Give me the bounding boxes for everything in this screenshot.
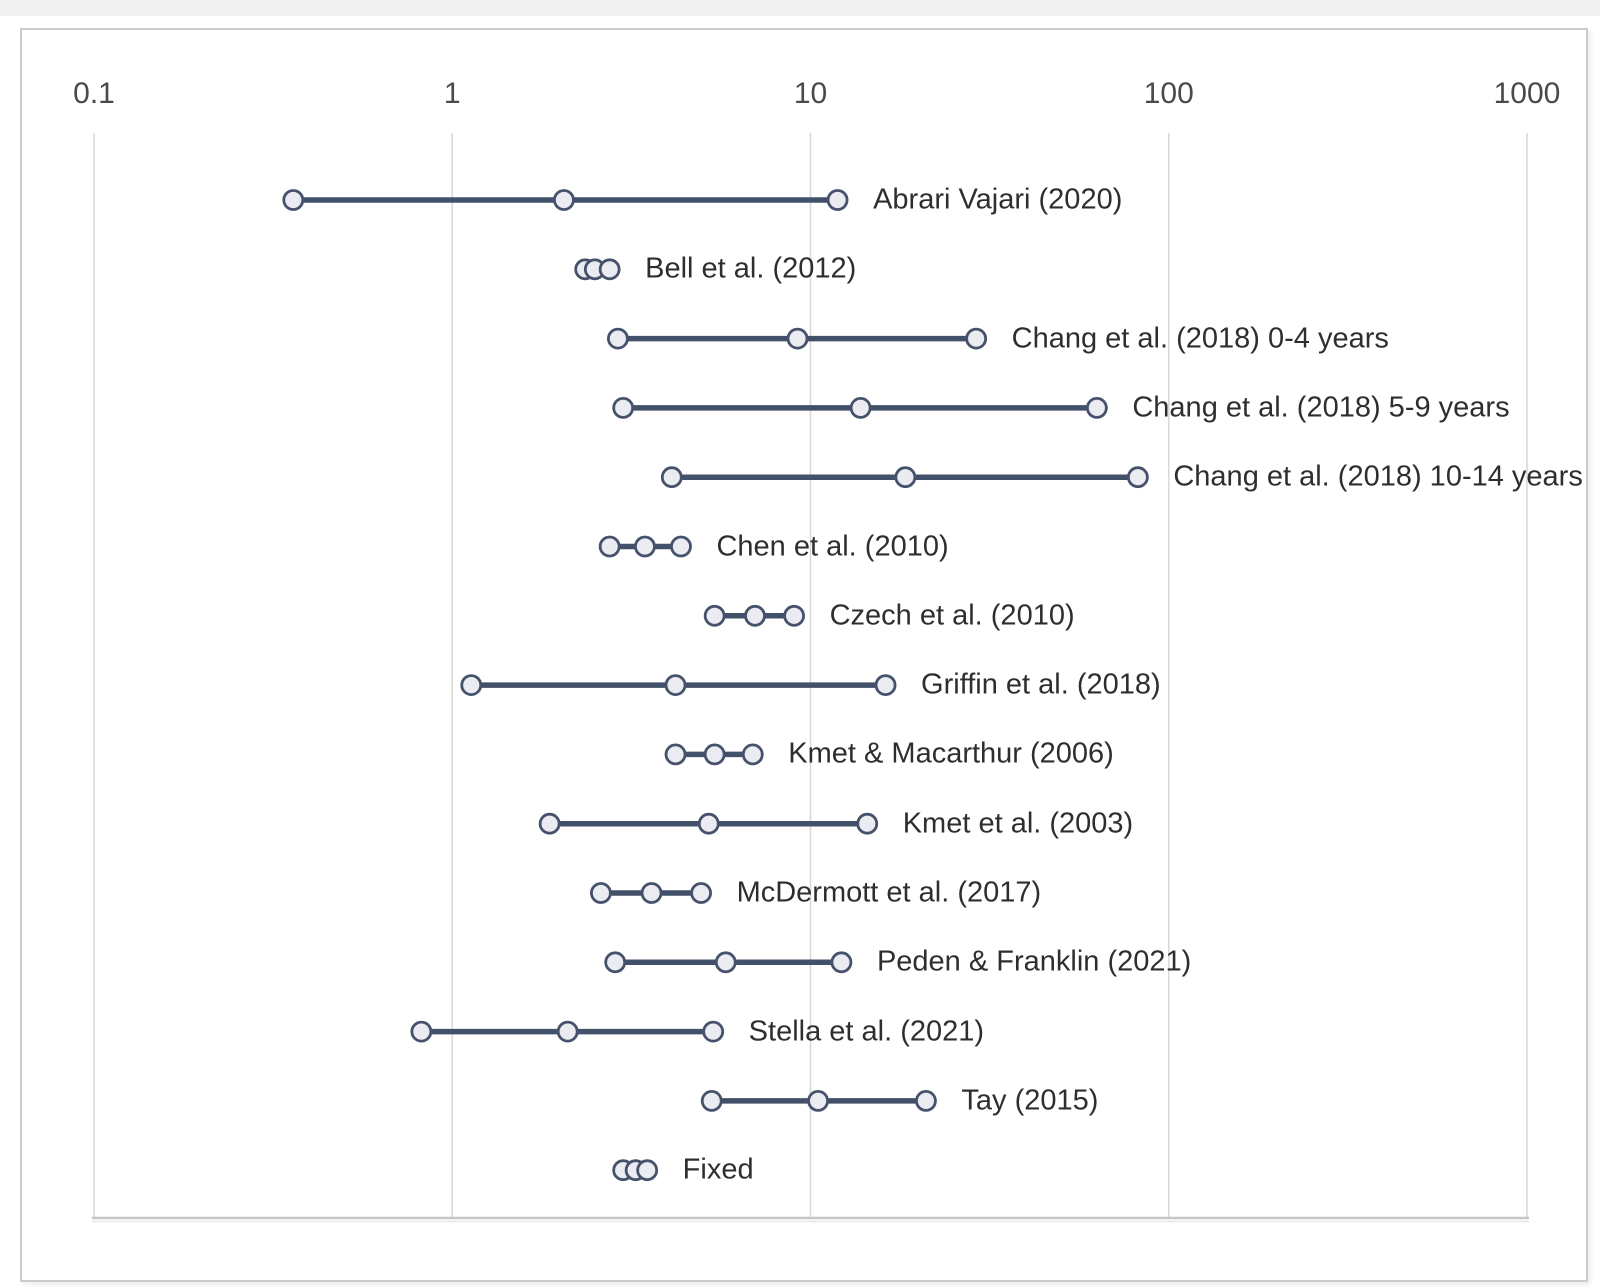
ci-high-marker bbox=[1126, 466, 1149, 489]
ci-high-marker bbox=[670, 535, 692, 558]
ci-high-marker bbox=[702, 1020, 725, 1043]
study-label: Peden & Franklin (2021) bbox=[876, 945, 1192, 978]
ci-high-marker bbox=[741, 743, 764, 766]
point-estimate-marker bbox=[714, 951, 737, 974]
study-label: Kmet & Macarthur (2006) bbox=[788, 737, 1114, 770]
top-edge-strip bbox=[0, 0, 1600, 16]
point-estimate-marker bbox=[703, 743, 726, 766]
study-label: Chang et al. (2018) 0-4 years bbox=[1011, 322, 1389, 355]
ci-high-marker bbox=[965, 327, 988, 350]
point-estimate-marker bbox=[849, 396, 872, 419]
ci-high-marker bbox=[856, 812, 879, 835]
study-label: Czech et al. (2010) bbox=[829, 599, 1075, 632]
x-tick-label: 10 bbox=[793, 77, 828, 110]
ci-low-marker bbox=[703, 604, 726, 627]
study-label: Chen et al. (2010) bbox=[716, 530, 949, 562]
ci-low-marker bbox=[460, 674, 483, 696]
point-estimate-marker bbox=[634, 535, 656, 558]
study-label: McDermott et al. (2017) bbox=[736, 876, 1042, 909]
x-tick-label: 1000 bbox=[1493, 77, 1561, 110]
study-label: Griffin et al. (2018) bbox=[921, 668, 1161, 701]
ci-high-marker bbox=[915, 1090, 937, 1112]
ci-low-marker bbox=[598, 535, 621, 558]
point-estimate-marker bbox=[697, 812, 720, 835]
ci-high-marker bbox=[598, 258, 621, 281]
ci-low-marker bbox=[664, 743, 687, 766]
study-label: Stella et al. (2021) bbox=[748, 1015, 985, 1048]
point-estimate-marker bbox=[640, 882, 663, 904]
point-estimate-marker bbox=[744, 604, 766, 627]
ci-low-marker bbox=[604, 951, 627, 974]
point-estimate-marker bbox=[664, 674, 687, 696]
ci-low-marker bbox=[612, 396, 635, 419]
ci-low-marker bbox=[700, 1090, 723, 1112]
x-tick-label: 0.1 bbox=[73, 77, 115, 110]
ci-high-marker bbox=[690, 882, 712, 904]
point-estimate-marker bbox=[786, 327, 809, 350]
ci-low-marker bbox=[538, 812, 561, 835]
study-label: Tay (2015) bbox=[961, 1084, 1099, 1117]
ci-high-marker bbox=[1085, 396, 1108, 419]
study-label: Kmet et al. (2003) bbox=[902, 807, 1134, 840]
ci-low-marker bbox=[660, 466, 683, 489]
study-label: Chang et al. (2018) 10-14 years bbox=[1173, 460, 1583, 493]
ci-high-marker bbox=[874, 674, 897, 696]
ci-high-marker bbox=[830, 951, 853, 974]
study-label: Fixed bbox=[682, 1153, 754, 1186]
ci-low-marker bbox=[607, 327, 629, 350]
chart-frame bbox=[20, 28, 1588, 1282]
ci-high-marker bbox=[783, 604, 806, 627]
study-label: Chang et al. (2018) 5-9 years bbox=[1132, 391, 1510, 424]
ci-low-marker bbox=[410, 1020, 433, 1043]
point-estimate-marker bbox=[894, 466, 917, 489]
x-tick-label: 1 bbox=[443, 77, 461, 110]
x-tick-label: 100 bbox=[1143, 77, 1194, 110]
ci-high-marker bbox=[636, 1159, 659, 1182]
point-estimate-marker bbox=[556, 1020, 579, 1043]
study-label: Bell et al. (2012) bbox=[645, 252, 857, 285]
point-estimate-marker bbox=[553, 189, 575, 211]
ci-low-marker bbox=[282, 189, 305, 211]
ci-high-marker bbox=[826, 189, 849, 211]
point-estimate-marker bbox=[807, 1090, 829, 1112]
study-label: Abrari Vajari (2020) bbox=[873, 183, 1123, 216]
ci-low-marker bbox=[590, 882, 612, 904]
